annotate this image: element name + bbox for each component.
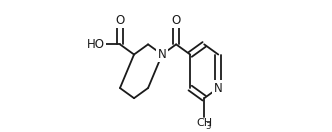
Text: N: N — [214, 82, 223, 95]
Text: HO: HO — [86, 38, 104, 51]
Text: N: N — [158, 48, 166, 61]
Text: 3: 3 — [206, 122, 211, 131]
Text: O: O — [172, 14, 181, 27]
Text: CH: CH — [196, 118, 212, 128]
Text: O: O — [115, 14, 124, 27]
